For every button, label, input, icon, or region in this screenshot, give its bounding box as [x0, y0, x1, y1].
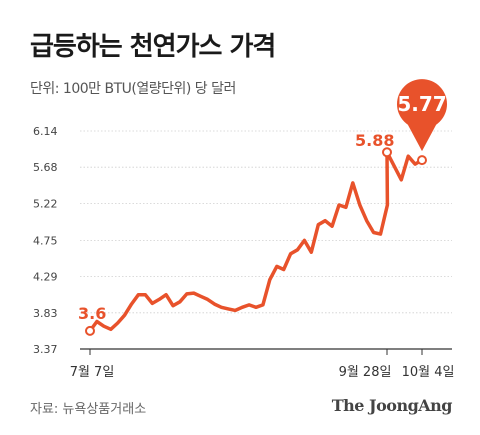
callout-pointer: [407, 123, 437, 152]
publisher-logo: The JoongAng: [331, 396, 453, 415]
line-layer: [88, 150, 424, 333]
chart-title: 급등하는 천연가스 가격: [30, 32, 276, 62]
annotation-layer: 3.6 5.885.77: [78, 79, 447, 336]
x-tick-label: 7월 7일: [70, 365, 115, 380]
unit-label: 단위: 100만 BTU(열량단위) 당 달러: [30, 81, 236, 97]
axis-layer: 6.14 5.68 5.22 4.75 4.29 3.83 3.37 7월 7일 9월 28일 1…: [33, 125, 454, 380]
data-label: 3.6: [78, 304, 106, 323]
x-tick-label: 10월 4일: [402, 365, 455, 380]
price-line: [88, 150, 424, 333]
y-tick-label: 3.83: [33, 307, 58, 320]
y-tick-label: 5.22: [33, 197, 58, 210]
source-note: 자료: 뉴욕상품거래소: [30, 402, 147, 417]
data-point-marker: [417, 155, 427, 166]
y-tick-label: 4.75: [33, 234, 58, 247]
data-point-marker: [85, 325, 95, 336]
y-tick-label: 6.14: [33, 125, 58, 138]
callout-bubble: [397, 79, 447, 130]
x-tick-label: 9월 28일: [339, 365, 392, 380]
grid-layer: [80, 130, 452, 314]
data-point-marker: [382, 147, 392, 158]
y-tick-label: 3.37: [33, 343, 58, 356]
data-label: 5.88: [355, 131, 394, 150]
y-tick-label: 5.68: [33, 161, 58, 174]
y-tick-label: 4.29: [33, 271, 58, 284]
callout-label: 5.77: [397, 92, 446, 116]
